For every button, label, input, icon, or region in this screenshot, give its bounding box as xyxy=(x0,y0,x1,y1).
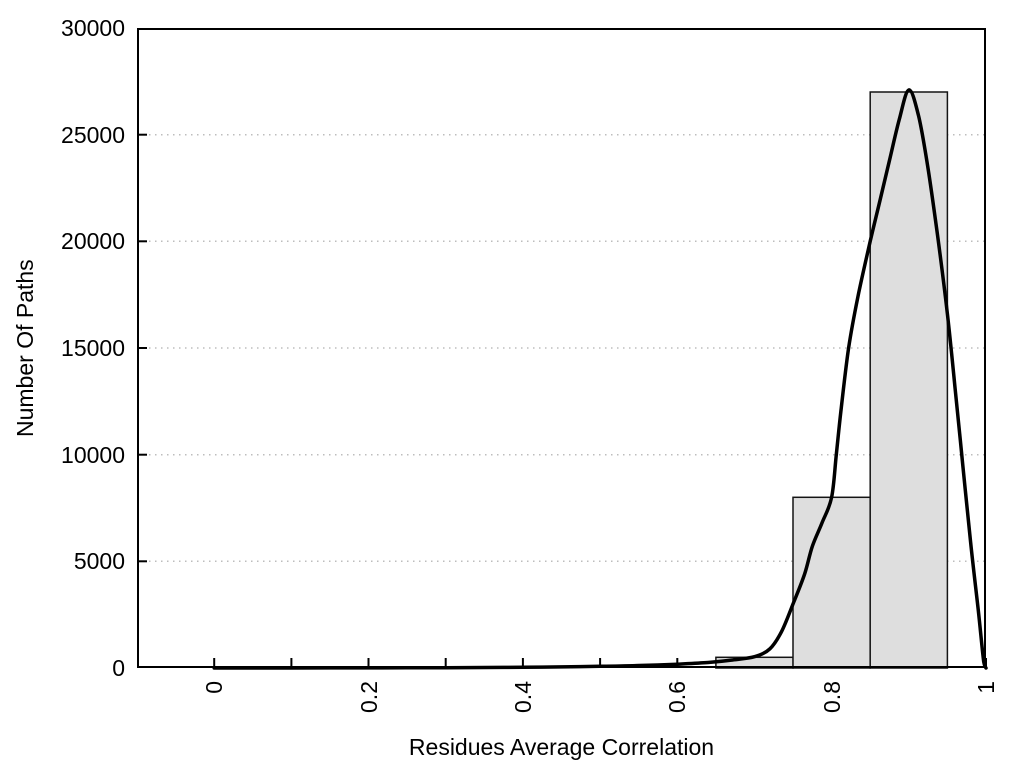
x-tick-label: 0.8 xyxy=(819,681,845,713)
x-tick-label: 0.2 xyxy=(356,681,382,713)
y-tick-label: 30000 xyxy=(61,15,125,41)
x-tick-label: 1 xyxy=(973,681,999,694)
y-tick-label: 0 xyxy=(112,655,125,681)
histogram-bar xyxy=(869,91,949,669)
x-tick-label: 0.6 xyxy=(664,681,690,713)
x-axis-title: Residues Average Correlation xyxy=(408,734,715,760)
x-tick-label: 0.4 xyxy=(510,681,536,713)
y-tick-label: 10000 xyxy=(61,442,125,468)
plot-area xyxy=(137,28,988,670)
y-tick-label: 20000 xyxy=(61,228,125,254)
y-tick-label: 25000 xyxy=(61,122,125,148)
x-tick-label: 0 xyxy=(201,681,227,694)
histogram-bar xyxy=(792,496,871,669)
density-curve xyxy=(212,88,988,670)
y-tick-label: 15000 xyxy=(61,335,125,361)
y-tick-label: 5000 xyxy=(73,548,125,574)
